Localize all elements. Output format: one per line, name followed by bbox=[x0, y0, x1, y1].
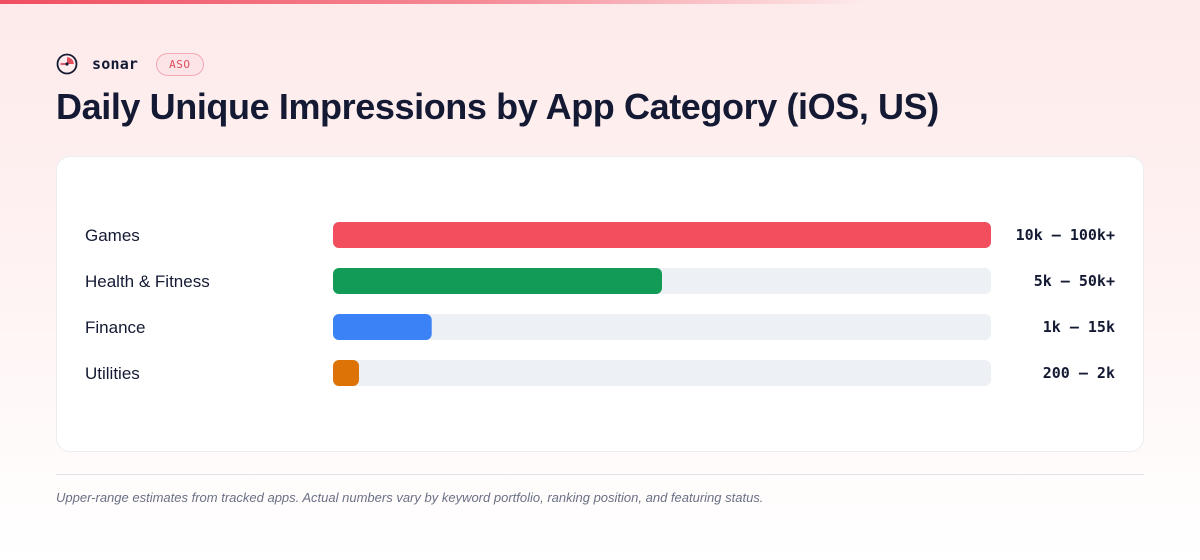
bar-track bbox=[333, 314, 991, 340]
chart-card: Games 10k – 100k+ Health & Fitness 5k – 50k… bbox=[56, 156, 1144, 452]
brand-header: sonar ASO bbox=[56, 52, 204, 76]
category-label: Utilities bbox=[85, 364, 140, 383]
bar bbox=[333, 268, 662, 294]
footnote: Upper-range estimates from tracked apps.… bbox=[56, 490, 764, 505]
bar bbox=[333, 360, 359, 386]
value-label: 10k – 100k+ bbox=[1016, 226, 1115, 244]
aso-badge: ASO bbox=[156, 52, 204, 76]
value-label: 5k – 50k+ bbox=[1034, 272, 1115, 290]
page-title: Daily Unique Impressions by App Category… bbox=[56, 86, 939, 127]
top-accent-bar bbox=[0, 0, 1200, 4]
bar bbox=[333, 314, 432, 340]
category-label: Finance bbox=[85, 318, 145, 337]
sonar-radar-icon bbox=[56, 53, 78, 75]
brand-name: sonar bbox=[92, 55, 139, 73]
footer-divider bbox=[56, 474, 1144, 475]
category-label: Health & Fitness bbox=[85, 272, 210, 291]
value-label: 1k – 15k bbox=[1043, 318, 1115, 336]
bar-chart: Games 10k – 100k+ Health & Fitness 5k – 50k… bbox=[85, 222, 1115, 386]
value-label: 200 – 2k bbox=[1043, 364, 1115, 382]
bar-track bbox=[333, 360, 991, 386]
category-label: Games bbox=[85, 226, 140, 245]
bar bbox=[333, 222, 991, 248]
